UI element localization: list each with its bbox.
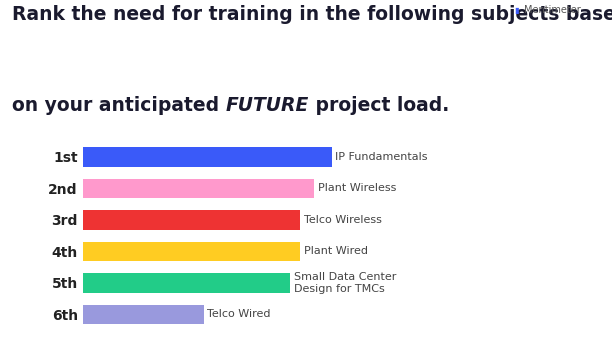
Bar bbox=[83, 305, 204, 324]
Text: Small Data Center
Design for TMCs: Small Data Center Design for TMCs bbox=[294, 272, 396, 294]
Text: Telco Wireless: Telco Wireless bbox=[304, 215, 382, 225]
Bar bbox=[83, 179, 315, 198]
Bar bbox=[83, 147, 332, 166]
Text: Plant Wired: Plant Wired bbox=[304, 246, 368, 256]
Bar bbox=[83, 210, 300, 230]
Text: Plant Wireless: Plant Wireless bbox=[318, 183, 396, 193]
Text: IP Fundamentals: IP Fundamentals bbox=[335, 152, 428, 162]
Text: on your anticipated: on your anticipated bbox=[12, 96, 226, 115]
Text: FUTURE: FUTURE bbox=[226, 96, 309, 115]
Text: project load.: project load. bbox=[309, 96, 449, 115]
Text: Telco Wired: Telco Wired bbox=[207, 310, 271, 320]
Text: ▮: ▮ bbox=[514, 6, 519, 15]
Text: Rank the need for training in the following subjects based: Rank the need for training in the follow… bbox=[12, 5, 612, 24]
Bar bbox=[83, 273, 290, 293]
Text: Mentimeter: Mentimeter bbox=[524, 5, 581, 15]
Bar bbox=[83, 241, 300, 261]
